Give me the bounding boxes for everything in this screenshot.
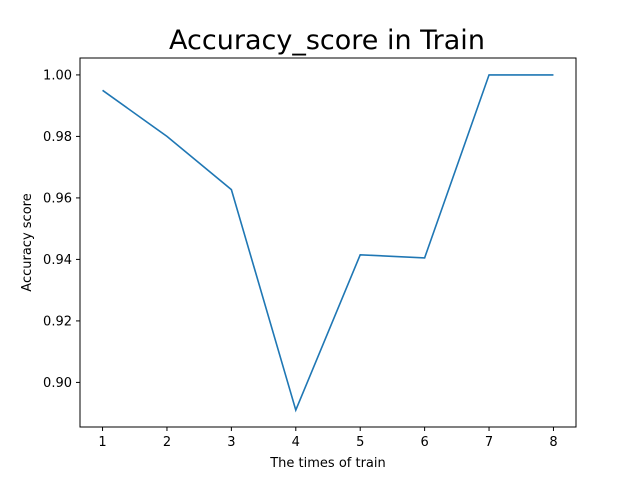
y-axis-label: Accuracy score	[20, 193, 35, 291]
y-tick-label: 0.94	[43, 253, 72, 268]
series-layer	[102, 74, 554, 413]
x-tick-label: 4	[292, 435, 300, 450]
y-tick-label: 0.98	[43, 130, 72, 145]
y-tick-label: 0.92	[43, 314, 72, 329]
series-line-0	[102, 74, 554, 413]
x-tick-label: 6	[420, 435, 428, 450]
x-axis-label: The times of train	[269, 456, 386, 471]
y-tick-label: 0.90	[43, 376, 72, 391]
x-tick-label: 5	[356, 435, 364, 450]
y-tick-label: 1.00	[43, 68, 72, 83]
y-axis-ticks: 0.90 0.92 0.94 0.96 0.98 1.00	[43, 68, 80, 391]
x-tick-label: 1	[98, 435, 106, 450]
x-tick-label: 7	[485, 435, 493, 450]
plot-area-frame	[79, 57, 577, 428]
x-tick-label: 3	[227, 435, 235, 450]
x-tick-label: 8	[549, 435, 557, 450]
chart-title: Accuracy_score in Train	[169, 25, 485, 56]
y-tick-label: 0.96	[43, 191, 72, 206]
x-tick-label: 2	[163, 435, 171, 450]
x-axis-ticks: 1 2 3 4 5 6 7 8	[98, 427, 558, 450]
